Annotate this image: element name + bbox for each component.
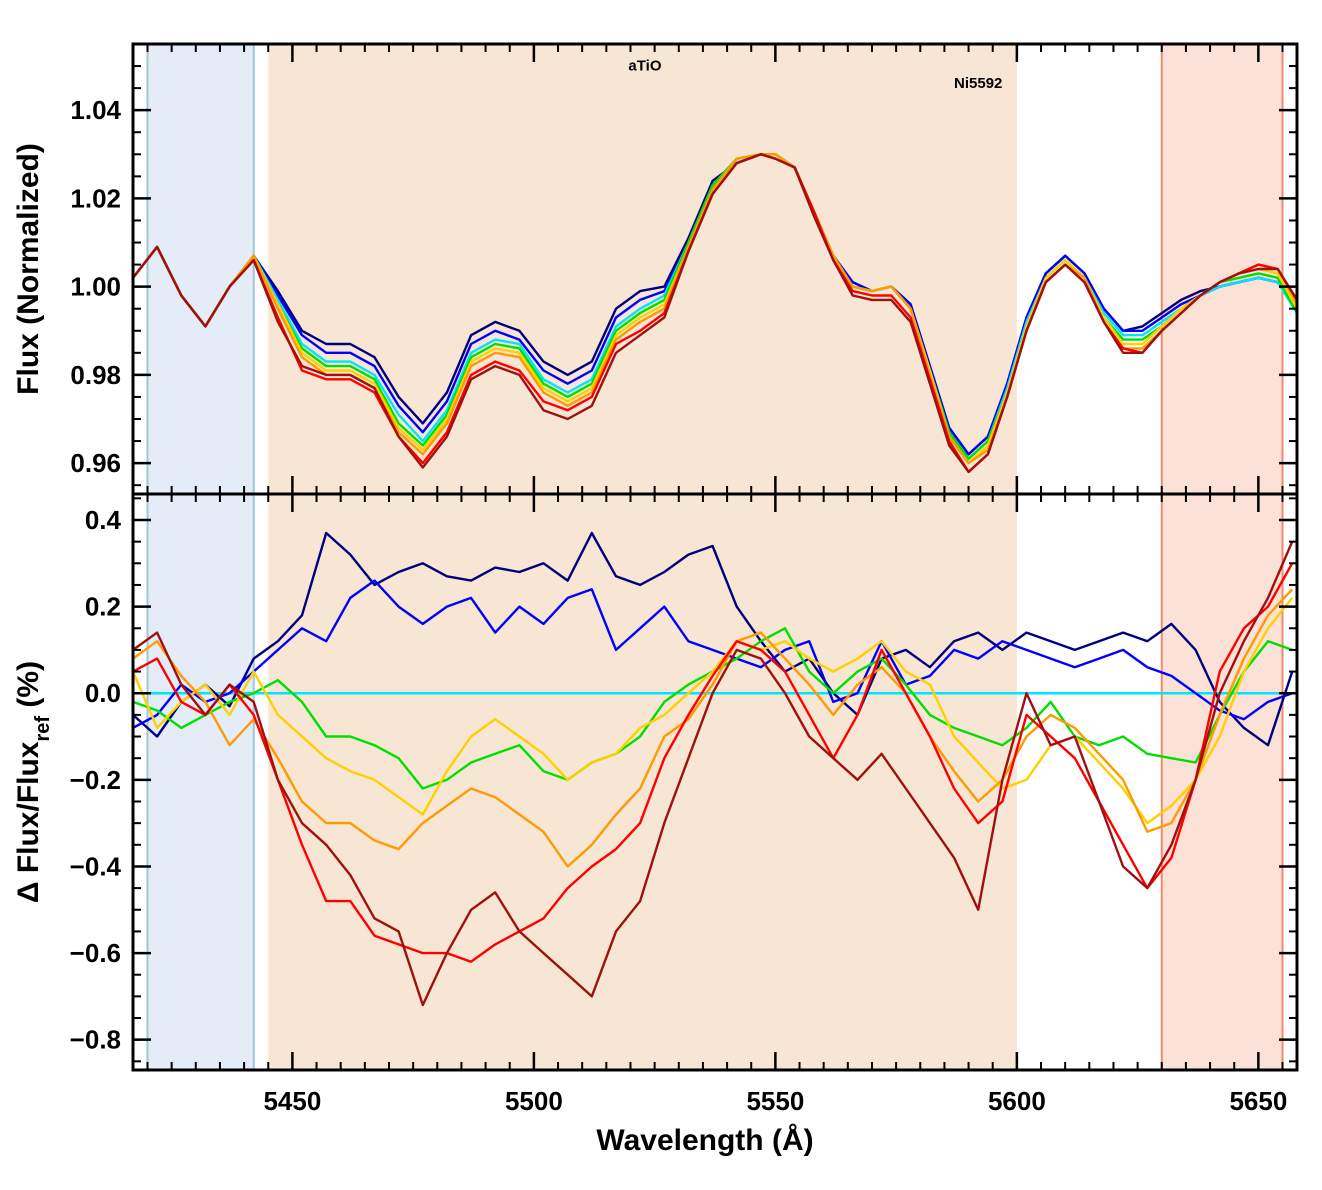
series-line-1 xyxy=(133,579,1293,729)
annotation-label: aTiO xyxy=(628,57,661,74)
top-panel: 0.96 0.98 1.00 1.02 1.04 aTiO Ni5592 Flux (Norm… xyxy=(12,42,1299,496)
y-tick-label: 0.2 xyxy=(85,592,121,622)
series-line-7 xyxy=(133,153,1297,474)
x-axis-title: Wavelength (Å) xyxy=(596,1124,813,1157)
y-tick-label: 1.04 xyxy=(70,95,121,125)
y-tick-label: 0.4 xyxy=(85,505,122,535)
x-tick-label: 5450 xyxy=(263,1086,321,1116)
series-line-6 xyxy=(133,541,1294,1007)
x-tick-label: 5500 xyxy=(505,1086,563,1116)
region-red-continuum xyxy=(1161,494,1283,1070)
y-tick-label: −0.2 xyxy=(70,765,121,795)
x-tick-label: 5550 xyxy=(746,1086,804,1116)
x-tick-label: 5650 xyxy=(1229,1086,1287,1116)
y-tick-label: 0.96 xyxy=(70,448,121,478)
y-tick-label: 1.00 xyxy=(70,272,121,302)
series-line-3 xyxy=(133,597,1294,825)
region-feature-band xyxy=(268,44,1017,494)
y-tick-label: −0.6 xyxy=(70,938,121,968)
y-axis-title: Δ Flux/Fluxref (%) xyxy=(12,661,54,903)
region-blue-continuum xyxy=(147,44,254,494)
panel-frame xyxy=(131,492,1299,1072)
y-tick-label: 1.02 xyxy=(70,183,121,213)
series-line-4 xyxy=(133,588,1294,868)
series-line-0 xyxy=(133,531,1294,747)
y-tick-label: −0.8 xyxy=(70,1025,121,1055)
y-axis-title: Flux (Normalized) xyxy=(12,143,45,395)
annotation-label: Ni5592 xyxy=(954,75,1002,92)
y-tick-label: 0.0 xyxy=(85,678,121,708)
bottom-panel: −0.8 −0.6 −0.4 −0.2 0.0 0.2 0.4 5450 5500 5550 560… xyxy=(12,492,1299,1157)
x-tick-label: 5600 xyxy=(988,1086,1046,1116)
region-blue-continuum xyxy=(147,494,254,1070)
y-tick-label: −0.4 xyxy=(70,851,122,881)
y-tick-label: 0.98 xyxy=(70,360,121,390)
